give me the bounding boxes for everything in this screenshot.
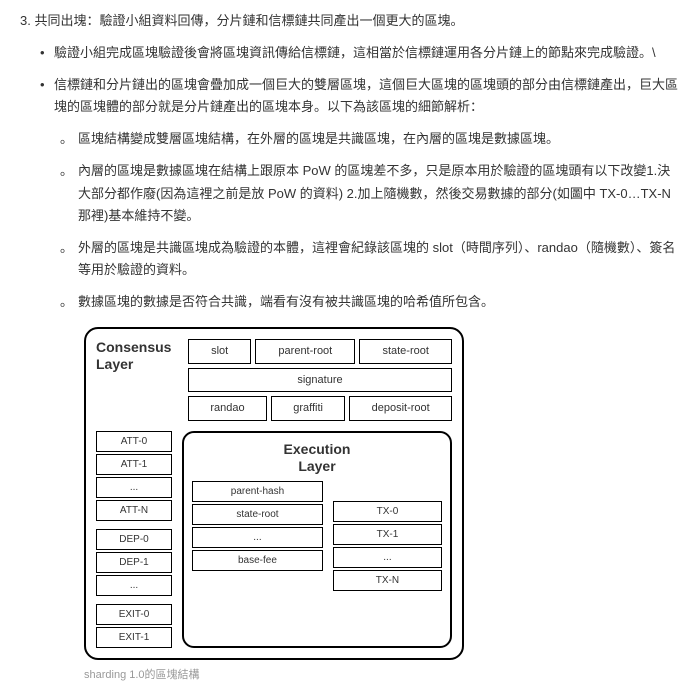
- consensus-header-fields: slot parent-root state-root signature ra…: [188, 339, 452, 425]
- field-signature: signature: [188, 368, 452, 393]
- figure: Consensus Layer slot parent-root state-r…: [84, 327, 680, 685]
- execution-title-line1: Execution: [284, 441, 351, 457]
- block-structure-diagram: Consensus Layer slot parent-root state-r…: [84, 327, 464, 660]
- exit-stack: EXIT-0 EXIT-1: [96, 604, 172, 648]
- field-deposit-root: deposit-root: [349, 396, 452, 421]
- exec-field: state-root: [192, 504, 323, 525]
- dep-item: DEP-0: [96, 529, 172, 550]
- sub-bullet-item: 區塊結構變成雙層區塊結構，在外層的區塊是共識區塊，在內層的區塊是數據區塊。: [64, 128, 680, 150]
- sub-bullet-item: 內層的區塊是數據區塊在結構上跟原本 PoW 的區塊差不多，只是原本用於驗證的區塊…: [64, 160, 680, 226]
- section-heading: 3. 共同出塊：驗證小組資料回傳，分片鏈和信標鏈共同產出一個更大的區塊。: [20, 10, 680, 32]
- exit-item: EXIT-0: [96, 604, 172, 625]
- att-item: ATT-N: [96, 500, 172, 521]
- field-graffiti: graffiti: [271, 396, 345, 421]
- bullet-item: 驗證小組完成區塊驗證後會將區塊資訊傳給信標鏈，這相當於信標鏈運用各分片鏈上的節點…: [40, 42, 680, 64]
- att-item: ATT-0: [96, 431, 172, 452]
- bullet-item: 信標鏈和分片鏈出的區塊會疊加成一個巨大的雙層區塊，這個巨大區塊的區塊頭的部分由信…: [40, 74, 680, 118]
- exit-item: EXIT-1: [96, 627, 172, 648]
- deposit-stack: DEP-0 DEP-1 ...: [96, 529, 172, 596]
- sub-bullet-item: 外層的區塊是共識區塊成為驗證的本體，這裡會紀錄該區塊的 slot（時間序列）、r…: [64, 237, 680, 281]
- bullet-list: 驗證小組完成區塊驗證後會將區塊資訊傳給信標鏈，這相當於信標鏈運用各分片鏈上的節點…: [40, 42, 680, 118]
- consensus-title-line2: Layer: [96, 356, 133, 372]
- tx-item: TX-N: [333, 570, 442, 591]
- attestation-stack: ATT-0 ATT-1 ... ATT-N: [96, 431, 172, 521]
- exec-field: base-fee: [192, 550, 323, 571]
- consensus-body-stacks: ATT-0 ATT-1 ... ATT-N DEP-0 DEP-1 ... EX…: [96, 431, 172, 648]
- field-randao: randao: [188, 396, 267, 421]
- tx-item: ...: [333, 547, 442, 568]
- exec-field: parent-hash: [192, 481, 323, 502]
- tx-item: TX-1: [333, 524, 442, 545]
- att-item: ...: [96, 477, 172, 498]
- execution-layer-box: Execution Layer parent-hash state-root .…: [182, 431, 452, 648]
- tx-item: TX-0: [333, 501, 442, 522]
- field-parent-root: parent-root: [255, 339, 355, 364]
- att-item: ATT-1: [96, 454, 172, 475]
- dep-item: DEP-1: [96, 552, 172, 573]
- execution-title-line2: Layer: [298, 458, 335, 474]
- exec-field: ...: [192, 527, 323, 548]
- execution-layer-title: Execution Layer: [192, 441, 442, 475]
- field-state-root: state-root: [359, 339, 452, 364]
- dep-item: ...: [96, 575, 172, 596]
- figure-caption: sharding 1.0的區塊結構: [84, 666, 680, 685]
- consensus-layer-title: Consensus Layer: [96, 339, 188, 373]
- field-slot: slot: [188, 339, 251, 364]
- execution-header-stack: parent-hash state-root ... base-fee: [192, 481, 323, 571]
- transaction-stack: TX-0 TX-1 ... TX-N: [333, 501, 442, 591]
- sub-bullet-item: 數據區塊的數據是否符合共識，端看有沒有被共識區塊的哈希值所包含。: [64, 291, 680, 313]
- consensus-title-line1: Consensus: [96, 339, 171, 355]
- sub-bullet-list: 區塊結構變成雙層區塊結構，在外層的區塊是共識區塊，在內層的區塊是數據區塊。 內層…: [64, 128, 680, 313]
